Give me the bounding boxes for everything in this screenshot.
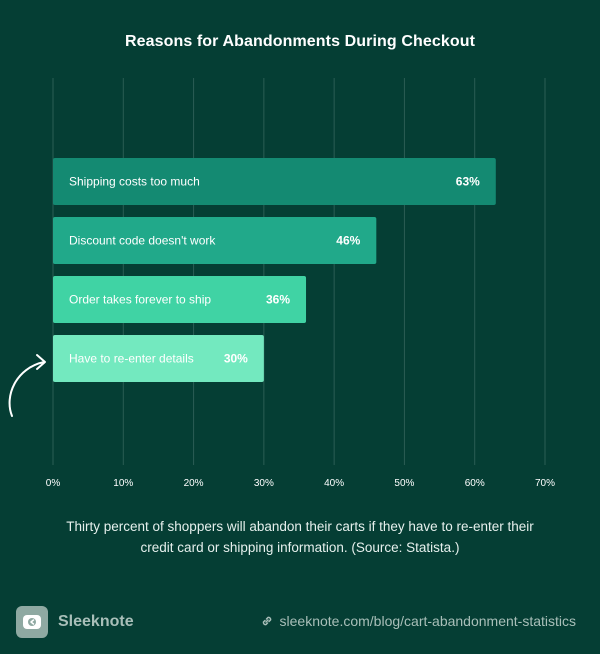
footer: Sleeknote sleeknote.com/blog/cart-abando… [0,600,600,644]
bar-value-label: 63% [456,175,480,189]
x-tick-label: 10% [113,478,133,489]
bar [53,276,307,323]
bar-value-label: 30% [224,352,248,366]
x-tick-label: 0% [46,478,61,489]
chart-title: Reasons for Abandonments During Checkout [124,33,476,50]
bar-value-label: 46% [336,234,360,248]
bar-category-label: Have to re-enter details [69,352,194,366]
bar-value-label: 36% [266,293,290,307]
bar-category-label: Order takes forever to ship [69,293,211,307]
x-tick-label: 20% [184,478,204,489]
x-tick-label: 30% [254,478,274,489]
bar [53,335,264,382]
bar-category-label: Discount code doesn't work [69,234,216,248]
source-link[interactable]: sleeknote.com/blog/cart-abandonment-stat… [260,613,576,629]
brand-name: Sleeknote [58,613,134,630]
link-text: sleeknote.com/blog/cart-abandonment-stat… [279,613,576,629]
highlight-arrow-icon [8,354,46,417]
x-tick-label: 60% [465,478,485,489]
x-tick-label: 40% [324,478,344,489]
caption-line-2: credit card or shipping information. (So… [140,540,460,555]
bar-chart: Shipping costs too much 63% Discount code … [8,78,555,489]
bar [53,217,377,264]
caption-line-1: Thirty percent of shoppers will abandon … [66,519,534,534]
chart-caption: Thirty percent of shoppers will abandon … [40,516,560,558]
bar-category-label: Shipping costs too much [69,175,200,189]
bars: Shipping costs too much 63% Discount code … [53,158,496,382]
x-axis-ticks: 0% 10% 20% 30% 40% 50% 60% 70% [46,478,555,489]
bar [53,158,496,205]
link-icon [260,614,274,628]
brand[interactable]: Sleeknote [16,606,134,638]
x-tick-label: 70% [535,478,555,489]
x-tick-label: 50% [394,478,414,489]
sleeknote-logo-icon [16,606,48,638]
grid-lines [52,78,546,465]
